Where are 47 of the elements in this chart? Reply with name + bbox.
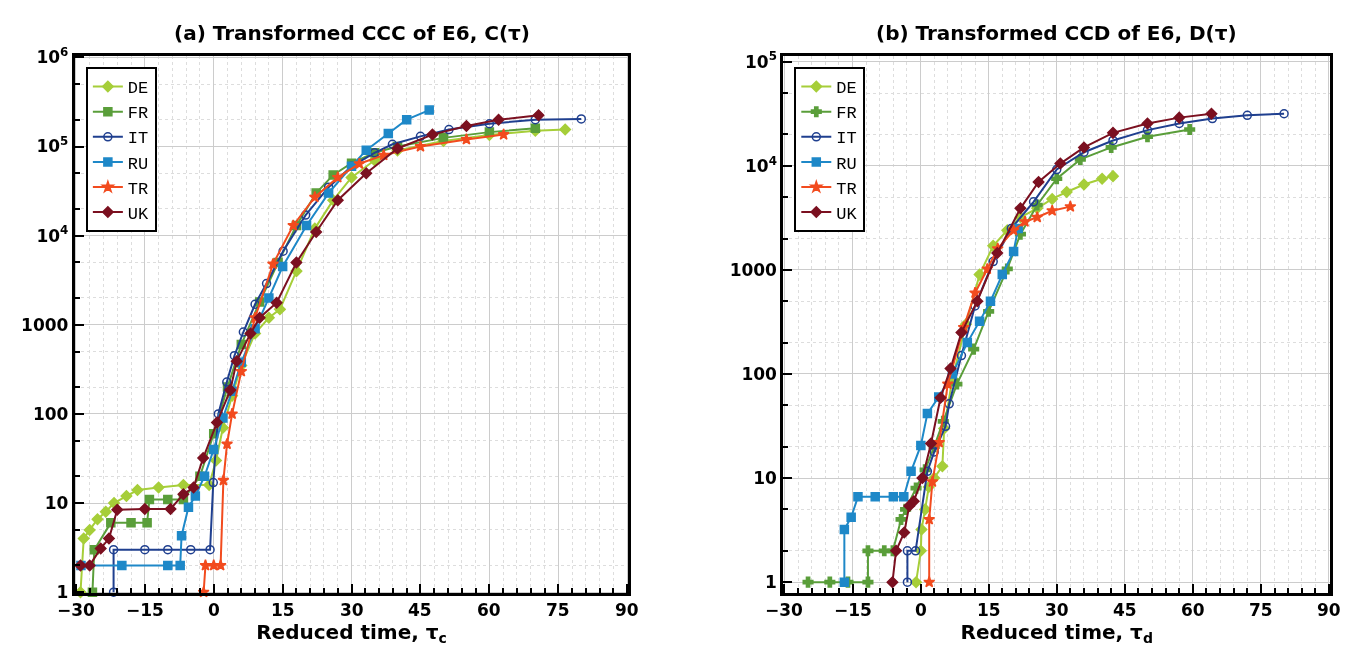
x-tick-label: 60 (1181, 600, 1205, 620)
chart-title: (b) Transformed CCD of E6, D(τ) (876, 21, 1237, 45)
x-tick-label: −30 (765, 600, 804, 620)
x-tick-label: −15 (834, 600, 872, 620)
legend-label: IT (127, 129, 149, 149)
legend-label: RU (127, 154, 149, 174)
x-tick-label: 75 (546, 600, 570, 620)
y-tick-label: 1 (56, 582, 69, 603)
legend-label: RU (836, 154, 857, 174)
legend-label: IT (836, 129, 857, 149)
legend-label: DE (836, 79, 857, 99)
x-tick-label: 75 (1249, 600, 1273, 620)
x-tick-label: 45 (408, 600, 432, 620)
x-tick-label: 90 (1317, 600, 1341, 620)
chart-title: (a) Transformed CCC of E6, C(τ) (174, 21, 530, 45)
x-tick-label: 30 (1045, 600, 1069, 620)
y-tick-label: 1000 (21, 314, 69, 335)
x-tick-label: −30 (57, 600, 96, 620)
y-tick-label: 100 (32, 403, 69, 424)
x-tick-label: 60 (477, 600, 501, 620)
x-tick-label: 30 (340, 600, 364, 620)
legend-label: FR (127, 104, 149, 124)
x-tick-label: 0 (915, 600, 927, 620)
x-tick-label: 0 (208, 600, 220, 620)
y-tick-label: 1000 (729, 259, 778, 280)
y-tick-label: 10$^{5}$ (745, 49, 777, 72)
x-tick-label: −15 (126, 600, 164, 620)
legend-label: UK (127, 204, 150, 224)
y-tick-label: 10$^{4}$ (745, 153, 777, 176)
legend-label: FR (836, 104, 857, 124)
x-axis-title: Reduced time, τ$_{c}$ (256, 619, 447, 646)
y-tick-label: 10$^{5}$ (36, 134, 69, 157)
y-tick-label: 10$^{6}$ (36, 45, 69, 68)
x-tick-label: 15 (271, 600, 295, 620)
y-tick-label: 10$^{4}$ (36, 223, 69, 246)
legend-label: UK (836, 204, 858, 224)
x-tick-label: 45 (1113, 600, 1137, 620)
x-axis-title: Reduced time, τ$_{d}$ (960, 619, 1153, 646)
y-tick-label: 1 (765, 572, 777, 593)
legend-label: TR (836, 179, 857, 199)
y-tick-label: 10 (753, 468, 778, 488)
legend-label: DE (127, 79, 149, 99)
x-tick-label: 15 (977, 600, 1001, 620)
y-tick-label: 100 (741, 363, 778, 384)
y-tick-label: 10 (44, 493, 69, 514)
legend-label: TR (127, 179, 149, 199)
x-tick-label: 90 (615, 600, 639, 620)
